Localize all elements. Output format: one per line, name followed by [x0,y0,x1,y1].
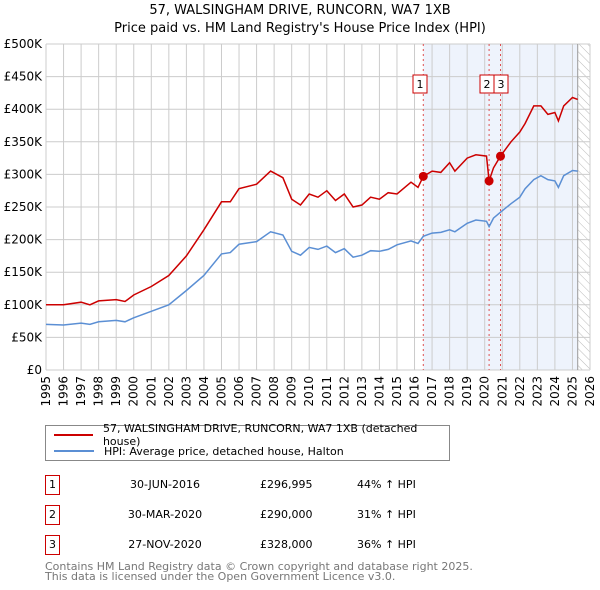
x-tick-label: 2012 [337,376,351,407]
legend-label-hpi: HPI: Average price, detached house, Halt… [104,444,344,458]
y-tick-label: £150K [4,265,44,279]
x-tick-label: 2000 [127,376,141,407]
x-tick-label: 2025 [565,376,579,407]
sale-label: 3 [498,78,505,91]
y-tick-label: £450K [4,70,44,84]
sale-label: 2 [484,78,491,91]
sale-label: 1 [417,78,424,91]
sale-hpi: 36% ↑ HPI [357,538,416,551]
x-tick-label: 2021 [495,376,509,407]
sale-row: 1 30-JUN-2016 £296,995 44% ↑ HPI [45,475,445,495]
x-tick-label: 2015 [390,376,404,407]
x-tick-label: 2005 [214,376,228,407]
y-tick-label: £250K [4,200,44,214]
sale-date: 30-MAR-2020 [127,508,203,521]
x-tick-label: 2004 [197,376,211,407]
x-tick-label: 2010 [302,376,316,407]
sale-price: £290,000 [260,508,313,521]
legend-label-property: 57, WALSINGHAM DRIVE, RUNCORN, WA7 1XB (… [102,422,418,448]
chart-plot: 1995 1996 1997 1998 1999 2000 2001 2002 2003 2004… [4,37,597,407]
y-tick-label: £50K [11,330,43,344]
x-tick-label: 2019 [460,376,474,407]
legend-swatch-hpi [54,450,94,452]
legend-swatch-property [54,434,93,436]
x-tick-label: 2001 [144,376,158,407]
x-tick-label: 2020 [478,376,492,407]
y-tick-label: £300K [4,167,44,181]
legend: 57, WALSINGHAM DRIVE, RUNCORN, WA7 1XB (… [45,422,450,461]
sale-number: 1 [45,475,60,495]
x-tick-label: 2026 [583,376,597,407]
x-tick-label: 1998 [92,376,106,407]
chart-subtitle: Price paid vs. HM Land Registry's House … [114,21,486,36]
x-tick-label: 1997 [74,376,88,407]
x-tick-label: 2016 [408,376,422,407]
y-tick-label: £350K [4,135,44,149]
sale-label-box [493,74,509,94]
sale-point [484,176,494,186]
x-tick-label: 2003 [179,376,193,407]
x-tick-label: 2024 [548,376,562,407]
x-tick-label: 2023 [530,376,544,407]
sale-row: 3 27-NOV-2020 £328,000 36% ↑ HPI [45,535,445,555]
sale-hpi: 31% ↑ HPI [357,508,416,521]
sale-date: 27-NOV-2020 [128,538,202,551]
footer-copyright: Contains HM Land Registry data © Crown c… [45,560,473,573]
sale-price: £328,000 [260,538,313,551]
y-tick-label: £0 [27,363,42,377]
property-price-line [46,96,578,306]
sale-row: 2 30-MAR-2020 £290,000 31% ↑ HPI [45,505,445,525]
y-tick-label: £200K [4,233,44,247]
x-tick-label: 2014 [372,376,386,407]
y-tick-label: £400K [4,102,44,116]
x-tick-label: 2007 [250,376,264,407]
x-tick-label: 2002 [162,376,176,407]
x-tick-label: 2009 [285,376,299,407]
x-tick-label: 2022 [513,376,527,407]
sale-number: 3 [45,535,60,555]
sale-point [496,151,506,161]
y-tick-label: £500K [4,37,44,51]
footer-licence: This data is licensed under the Open Gov… [45,570,396,583]
sale-label-box [412,74,428,94]
sale-hpi: 44% ↑ HPI [357,478,416,491]
x-tick-label: 1999 [109,376,123,407]
chart-title: 57, WALSINGHAM DRIVE, RUNCORN, WA7 1XB [149,3,451,18]
sale-number: 2 [45,505,60,525]
x-tick-label: 1995 [39,376,53,407]
x-tick-label: 2018 [443,376,457,407]
x-tick-label: 2013 [355,376,369,407]
x-tick-label: 2017 [425,376,439,407]
x-tick-label: 2011 [320,376,334,407]
sale-price: £296,995 [260,478,313,491]
hpi-line [45,169,578,326]
x-tick-label: 1996 [57,376,71,407]
x-tick-label: 2006 [232,376,246,407]
sale-point [418,171,428,181]
y-tick-label: £100K [4,298,44,312]
x-tick-label: 2008 [267,376,281,407]
sale-date: 30-JUN-2016 [129,478,201,491]
